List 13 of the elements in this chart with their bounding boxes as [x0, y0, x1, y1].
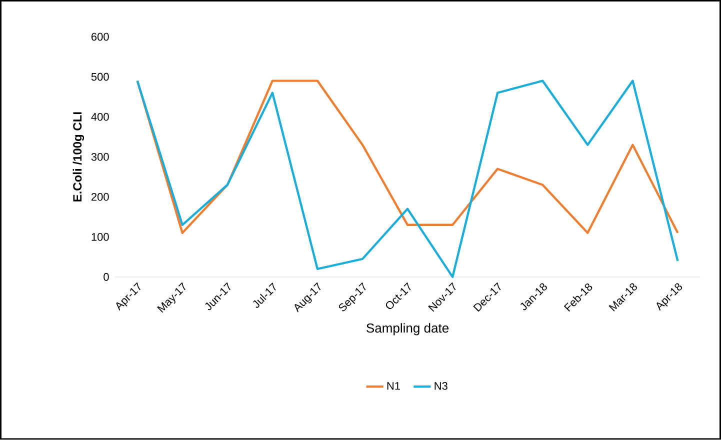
legend-label: N1: [387, 382, 400, 390]
y-tick-label: 500: [91, 73, 109, 81]
line-series: [136, 80, 679, 234]
y-axis-title: E.Coli /100g CLI: [72, 112, 84, 202]
y-tick-label: 400: [91, 113, 109, 121]
y-tick-label: 600: [92, 32, 109, 41]
y-tick-label: 200: [91, 193, 109, 201]
line-series: [136, 80, 679, 278]
legend-label: N3: [434, 382, 448, 390]
y-tick-label: 0: [104, 273, 109, 281]
y-tick-label: 100: [92, 233, 109, 241]
y-tick-label: 300: [91, 153, 109, 161]
x-axis-title: Sampling date: [366, 323, 449, 336]
